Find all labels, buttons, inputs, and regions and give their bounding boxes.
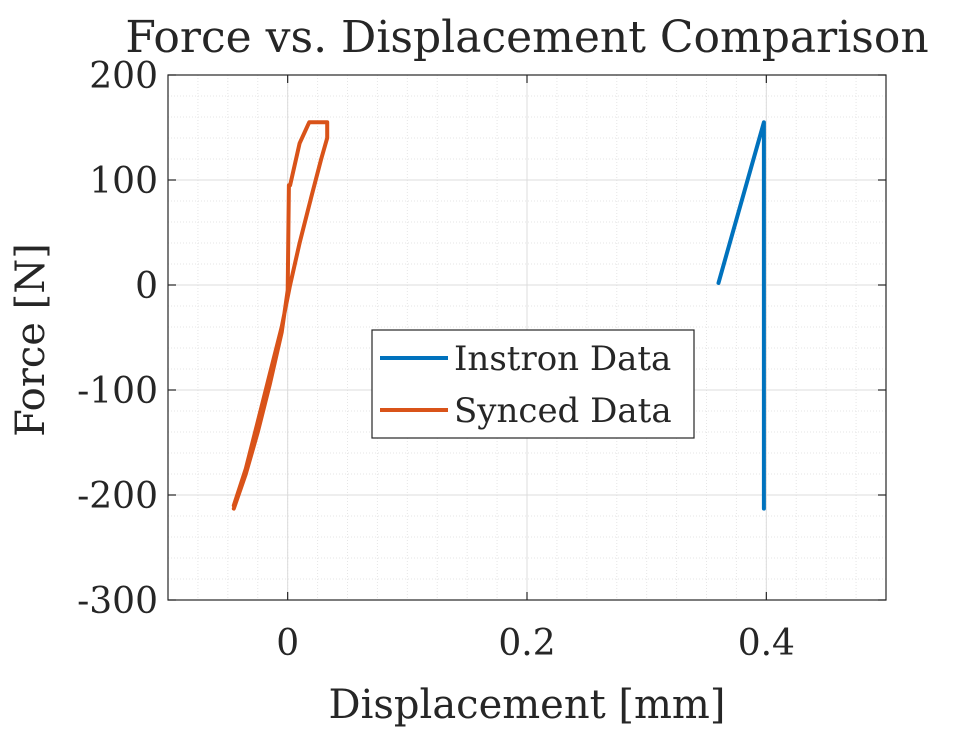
- legend-label-2: Synced Data: [454, 391, 672, 431]
- x-axis-label: Displacement [mm]: [329, 682, 726, 728]
- y-tick-label: 0: [135, 266, 158, 307]
- x-tick-label: 0.4: [738, 623, 795, 664]
- y-axis-label: Force [N]: [8, 243, 54, 437]
- series-line-2: [231, 120, 330, 511]
- y-tick-label: -100: [77, 371, 158, 412]
- x-tick-label: 0.2: [498, 623, 555, 664]
- series-line-1: [716, 120, 766, 511]
- legend-box: [371, 329, 695, 439]
- plot-area: 0 0.2 0.4 -300 -200 -100 0 100 200 Instron Data Sy…: [77, 56, 887, 664]
- y-tick-label: 200: [89, 56, 158, 97]
- legend-label-1: Instron Data: [454, 339, 671, 379]
- y-tick-label: -200: [77, 476, 158, 517]
- y-tick-label: -300: [77, 581, 158, 622]
- chart-title: Force vs. Displacement Comparison: [125, 12, 928, 63]
- y-tick-label: 100: [89, 161, 158, 202]
- x-tick-label: 0: [276, 623, 299, 664]
